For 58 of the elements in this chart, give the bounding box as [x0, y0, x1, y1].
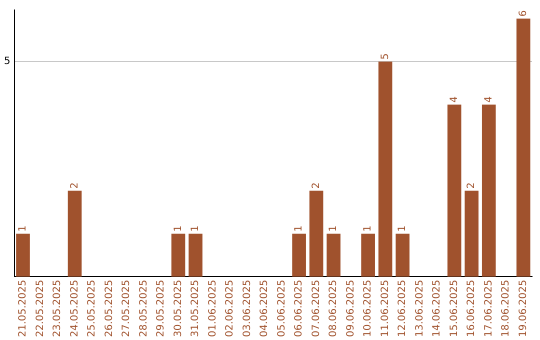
data-label: 2 [69, 182, 80, 189]
bar [447, 104, 462, 277]
x-tick-label: 24.05.2025 [69, 280, 80, 338]
x-tick-label: 22.05.2025 [34, 280, 46, 338]
bar [16, 234, 30, 277]
x-tick-label: 17.06.2025 [483, 280, 494, 338]
x-tick-label: 03.06.2025 [242, 280, 253, 338]
x-tick-label: 07.06.2025 [310, 280, 322, 338]
x-tick-label: 13.06.2025 [414, 280, 426, 338]
data-label: 1 [362, 225, 374, 232]
bar [309, 190, 324, 277]
x-tick-label: 25.05.2025 [86, 280, 98, 338]
bar [482, 104, 496, 277]
x-tick-label: 31.05.2025 [190, 280, 202, 338]
x-tick-label: 15.06.2025 [448, 280, 460, 338]
x-tick-label: 14.06.2025 [432, 280, 443, 338]
x-tick-label: 30.05.2025 [172, 280, 184, 338]
data-label: 1 [172, 225, 184, 232]
x-tick-label: 04.06.2025 [259, 280, 270, 338]
x-tick-label: 26.05.2025 [104, 280, 115, 338]
x-tick-label: 08.06.2025 [328, 280, 340, 338]
data-label: 1 [18, 225, 29, 232]
x-tick-label: 11.06.2025 [380, 280, 391, 338]
bar [68, 190, 82, 277]
data-label: 1 [294, 225, 305, 232]
bar [516, 18, 530, 277]
data-label: 5 [380, 53, 391, 60]
x-tick-label: 28.05.2025 [138, 280, 150, 338]
bar [188, 234, 202, 277]
x-tick-label: 09.06.2025 [345, 280, 356, 338]
x-tick-label: 27.05.2025 [121, 280, 132, 338]
x-tick-label: 02.06.2025 [224, 280, 236, 338]
bar [292, 234, 306, 277]
bar [464, 190, 479, 277]
bar [171, 234, 186, 277]
x-tick-label: 21.05.2025 [18, 280, 29, 338]
data-label: 4 [448, 96, 460, 103]
data-label: 1 [328, 225, 340, 232]
data-label: 6 [518, 10, 529, 17]
data-label: 4 [483, 96, 494, 103]
x-tick-label: 05.06.2025 [276, 280, 288, 338]
bar [326, 234, 340, 277]
x-tick-label: 19.06.2025 [518, 280, 529, 338]
x-tick-label: 06.06.2025 [294, 280, 305, 338]
bar [378, 62, 392, 277]
data-label: 1 [190, 225, 202, 232]
x-tick-label: 12.06.2025 [397, 280, 408, 338]
bar [361, 234, 375, 277]
data-label: 2 [310, 182, 322, 189]
x-tick-label: 23.05.2025 [52, 280, 64, 338]
x-tick-label: 29.05.2025 [156, 280, 167, 338]
x-tick-label: 01.06.2025 [207, 280, 218, 338]
x-tick-label: 16.06.2025 [466, 280, 478, 338]
bar [396, 234, 410, 277]
x-tick-label: 10.06.2025 [362, 280, 374, 338]
data-label: 1 [397, 225, 408, 232]
data-label: 2 [466, 182, 478, 189]
x-tick-label: 18.06.2025 [500, 280, 512, 338]
